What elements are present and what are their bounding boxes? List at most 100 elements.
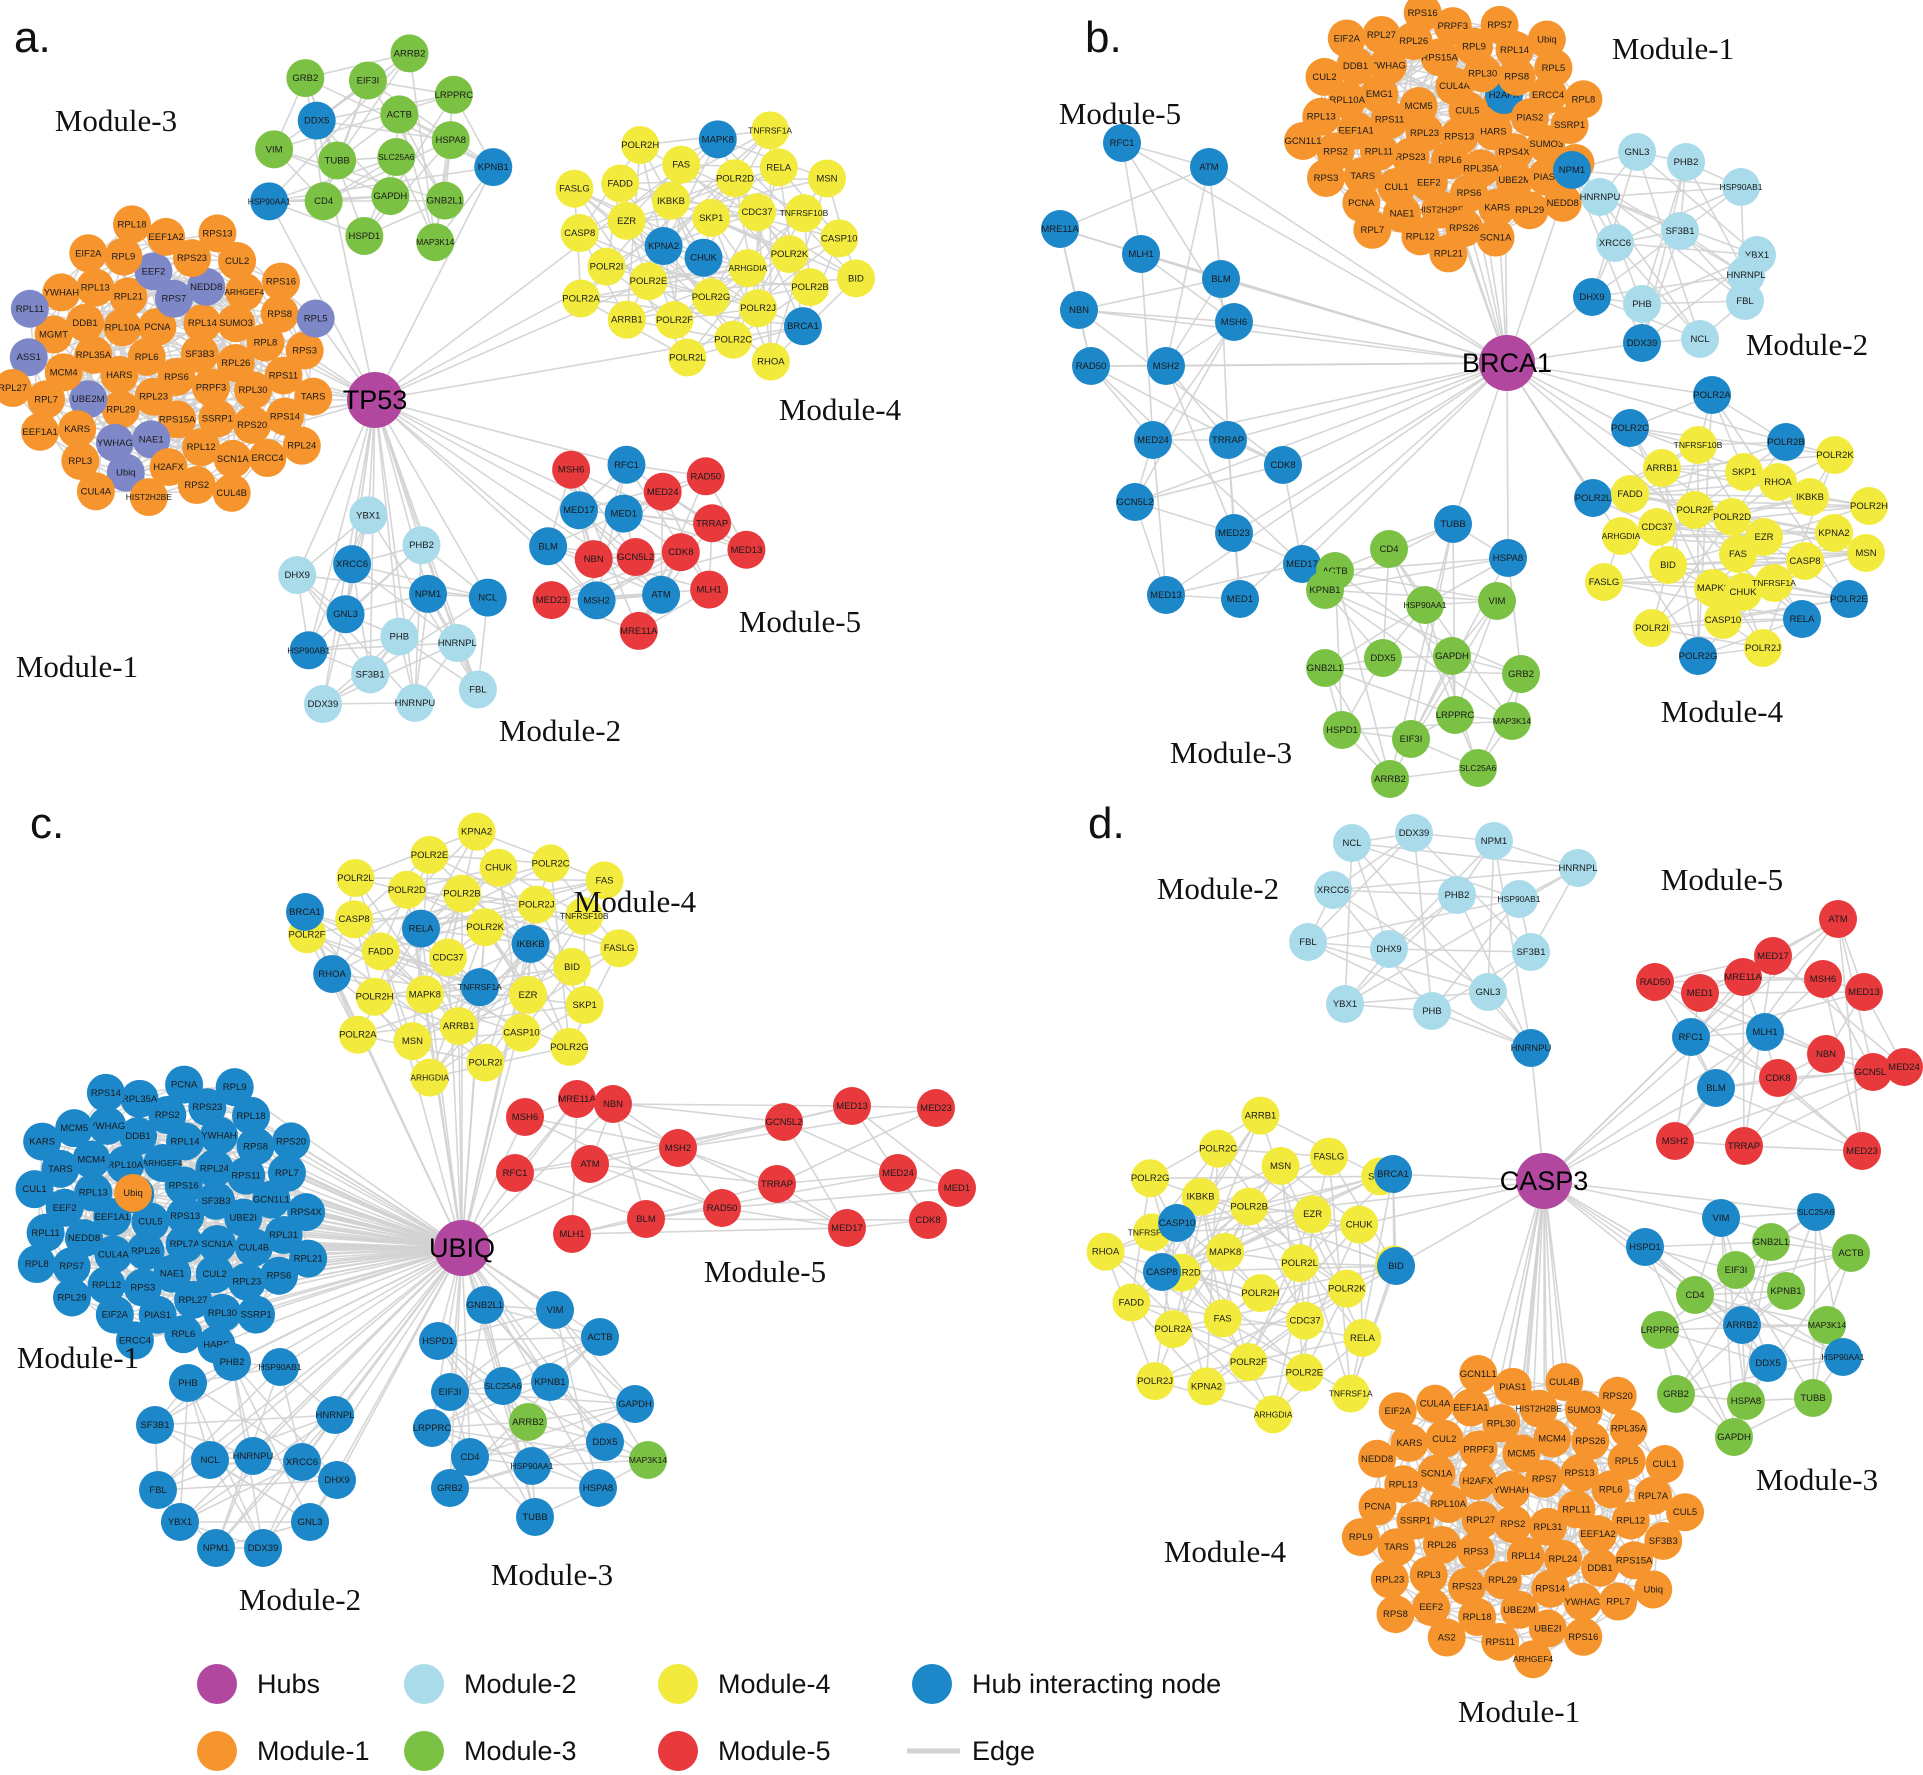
node bbox=[1723, 1306, 1761, 1344]
node bbox=[1527, 20, 1566, 59]
node-label: GCN5L2 bbox=[1117, 497, 1154, 508]
node bbox=[555, 169, 594, 208]
node bbox=[1434, 505, 1472, 543]
node bbox=[1609, 1409, 1648, 1448]
node-label: RPL31 bbox=[269, 1230, 298, 1241]
node-label: NBN bbox=[584, 554, 604, 565]
node bbox=[217, 304, 256, 343]
node bbox=[119, 1117, 158, 1156]
node-label: FAS bbox=[1214, 1313, 1232, 1324]
node-label: CUL2 bbox=[1432, 1434, 1456, 1445]
node-label: RPL13 bbox=[1389, 1479, 1418, 1490]
node-label: POLR2G bbox=[550, 1042, 589, 1053]
node bbox=[134, 377, 173, 416]
node bbox=[1824, 1338, 1862, 1376]
node-label: NBN bbox=[1069, 305, 1089, 316]
node-label: RPL27 bbox=[1466, 1515, 1495, 1526]
hub-edge bbox=[1506, 362, 1509, 559]
node-label: MED17 bbox=[1757, 951, 1789, 962]
node bbox=[1557, 1490, 1596, 1529]
edge bbox=[154, 1424, 311, 1523]
edge bbox=[1507, 557, 1522, 675]
node bbox=[1519, 1389, 1558, 1428]
node bbox=[1289, 923, 1327, 961]
module-label: Module-4 bbox=[779, 392, 902, 427]
node-label: POLR2C bbox=[1611, 423, 1649, 434]
node bbox=[1306, 571, 1344, 609]
edge bbox=[1651, 598, 1850, 629]
node bbox=[106, 453, 145, 492]
node bbox=[1230, 1187, 1269, 1226]
node bbox=[616, 538, 655, 577]
node bbox=[236, 1127, 275, 1166]
node-label: ATM bbox=[580, 1159, 599, 1170]
node-label: PHB bbox=[1422, 1006, 1442, 1017]
node-label: RPL29 bbox=[57, 1292, 86, 1303]
hub-edge bbox=[461, 904, 538, 1249]
node bbox=[1656, 1122, 1694, 1160]
node-label: SF3B1 bbox=[1665, 226, 1694, 237]
node bbox=[1500, 880, 1538, 918]
node bbox=[513, 1447, 551, 1485]
node-label: NPM1 bbox=[415, 589, 441, 600]
node-label: GRB2 bbox=[1508, 669, 1534, 680]
node-label: SLC25A6 bbox=[1798, 1207, 1835, 1217]
module-label: Module-2 bbox=[499, 713, 621, 748]
node-label: MRE11A bbox=[620, 626, 658, 637]
node bbox=[1480, 5, 1519, 44]
node bbox=[224, 1198, 263, 1237]
hub-edge bbox=[1233, 321, 1508, 364]
node bbox=[1370, 1560, 1409, 1599]
edge bbox=[1341, 720, 1513, 731]
hub-edge bbox=[1134, 362, 1508, 503]
node bbox=[1641, 1311, 1679, 1349]
node bbox=[355, 977, 394, 1016]
node bbox=[1241, 1096, 1280, 1135]
node-label: HSPA8 bbox=[435, 135, 465, 146]
node bbox=[166, 1196, 205, 1235]
node bbox=[1306, 649, 1344, 687]
node-label: RPL27 bbox=[1367, 30, 1396, 41]
node bbox=[61, 441, 100, 480]
node-label: RPL29 bbox=[1515, 205, 1544, 216]
node-label: TUBB bbox=[1440, 519, 1465, 530]
edge bbox=[420, 879, 605, 930]
node-label: EEF1A1 bbox=[1338, 126, 1373, 137]
module-label: Module-4 bbox=[1661, 694, 1784, 729]
node-label: FASLG bbox=[1589, 577, 1620, 588]
edge bbox=[662, 129, 771, 247]
node bbox=[1645, 1445, 1684, 1484]
module-label: Module-1 bbox=[1612, 31, 1734, 66]
node bbox=[233, 405, 272, 444]
node-label: MED23 bbox=[536, 595, 568, 606]
node-label: GAPDH bbox=[373, 191, 407, 202]
node bbox=[1086, 1232, 1125, 1271]
node bbox=[1392, 720, 1430, 758]
node-label: SF3B3 bbox=[185, 349, 214, 360]
hub-edge bbox=[461, 1103, 614, 1249]
node-label: POLR2I bbox=[469, 1058, 503, 1069]
node bbox=[431, 121, 470, 160]
node bbox=[1333, 824, 1371, 862]
node-label: SF3B1 bbox=[140, 1420, 169, 1431]
node-label: XRCC6 bbox=[336, 559, 368, 570]
hub-edge bbox=[1227, 362, 1508, 441]
node bbox=[95, 423, 134, 462]
node-label: PHB2 bbox=[220, 1357, 245, 1368]
node-label: RAD50 bbox=[690, 471, 721, 482]
node-label: RPL29 bbox=[1488, 1575, 1517, 1586]
node-label: RPS15A bbox=[1421, 52, 1458, 63]
node-label: POLR2E bbox=[1830, 594, 1868, 605]
node-label: RELA bbox=[766, 162, 791, 173]
node bbox=[558, 1080, 596, 1118]
node-label: MCM4 bbox=[77, 1154, 105, 1165]
node-label: POLR2E bbox=[411, 850, 449, 861]
node bbox=[1626, 1228, 1664, 1266]
node-label: VIM bbox=[547, 1305, 564, 1316]
node bbox=[1436, 696, 1474, 734]
node-label: RPL27 bbox=[0, 383, 27, 394]
node-label: RPL30 bbox=[1468, 68, 1497, 79]
node-label: POLR2F bbox=[1230, 1357, 1267, 1368]
node-label: SF3B3 bbox=[202, 1196, 231, 1207]
node-label: KPNB1 bbox=[534, 1377, 565, 1388]
